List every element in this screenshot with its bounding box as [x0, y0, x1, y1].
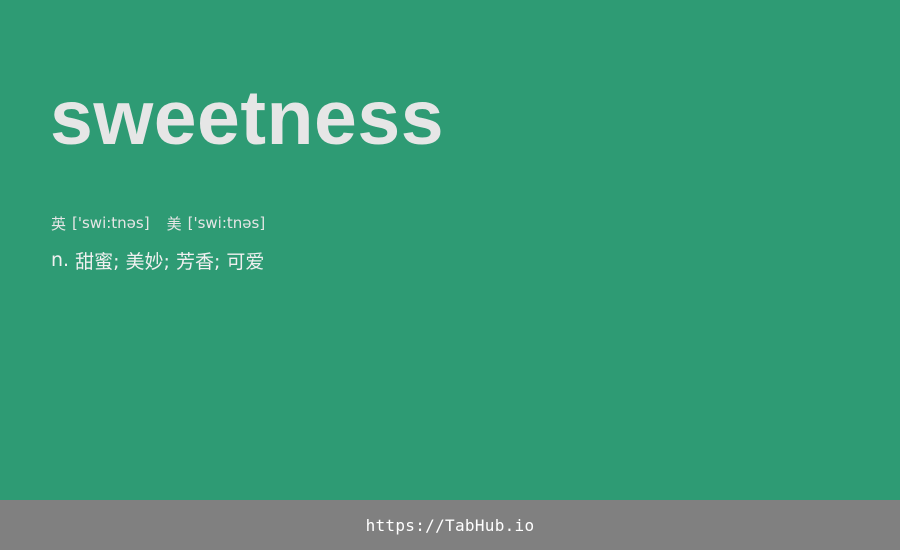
headword: sweetness — [50, 75, 445, 161]
phonetic-uk-ipa: ['swi:tnəs] — [72, 214, 150, 232]
part-of-speech: n. — [51, 249, 70, 271]
phonetic-us-ipa: ['swi:tnəs] — [187, 214, 266, 232]
definition-text: 甜蜜; 美妙; 芳香; 可爱 — [75, 250, 265, 273]
phonetic-us-label: 美 — [166, 214, 182, 233]
phonetic-uk: 英 ['swi:tnəs] — [51, 213, 150, 234]
phonetics-row: 英 ['swi:tnəs] 美 ['swi:tnəs] — [51, 212, 265, 234]
phonetic-uk-label: 英 — [51, 214, 67, 233]
phonetic-us: 美 ['swi:tnəs] — [167, 213, 266, 234]
footer-bar: https://TabHub.io — [0, 500, 900, 550]
word-card: sweetness 英 ['swi:tnəs] 美 ['swi:tnəs] n.… — [50, 75, 445, 274]
tabhub-link[interactable]: https://TabHub.io — [365, 515, 535, 535]
definition-row: n. 甜蜜; 美妙; 芳香; 可爱 — [51, 246, 264, 274]
